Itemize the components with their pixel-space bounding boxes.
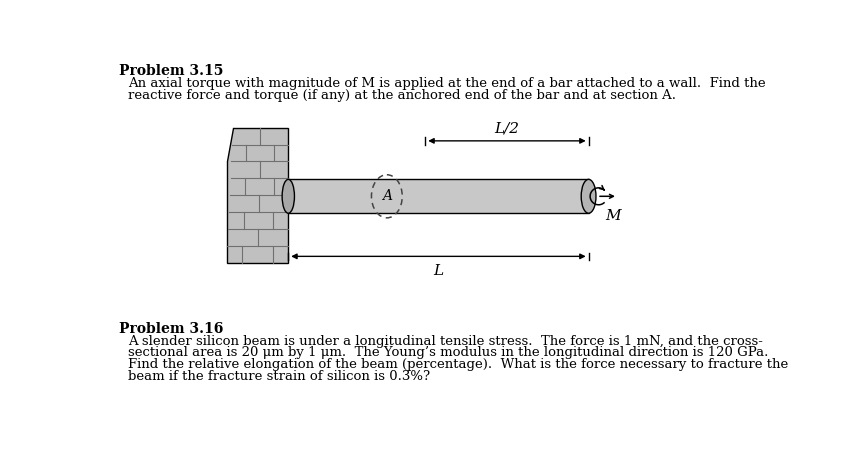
Ellipse shape [282,179,294,213]
Text: Find the relative elongation of the beam (percentage).  What is the force necess: Find the relative elongation of the beam… [128,358,789,371]
Text: A slender silicon beam is under a longitudinal tensile stress.  The force is 1 m: A slender silicon beam is under a longit… [128,335,763,348]
Polygon shape [227,128,288,263]
Text: sectional area is 20 μm by 1 μm.  The Young’s modulus in the longitudinal direct: sectional area is 20 μm by 1 μm. The You… [128,346,769,359]
Text: Problem 3.15: Problem 3.15 [119,64,224,78]
Text: A: A [382,189,392,203]
Text: L: L [433,264,444,278]
Text: reactive force and torque (if any) at the anchored end of the bar and at section: reactive force and torque (if any) at th… [128,88,676,102]
Text: L/2: L/2 [494,122,519,135]
Ellipse shape [581,179,596,213]
Text: beam if the fracture strain of silicon is 0.3%?: beam if the fracture strain of silicon i… [128,370,430,382]
Bar [288,179,588,213]
Text: An axial torque with magnitude of M is applied at the end of a bar attached to a: An axial torque with magnitude of M is a… [128,77,765,90]
Text: Problem 3.16: Problem 3.16 [119,322,224,336]
Text: M: M [605,209,621,223]
